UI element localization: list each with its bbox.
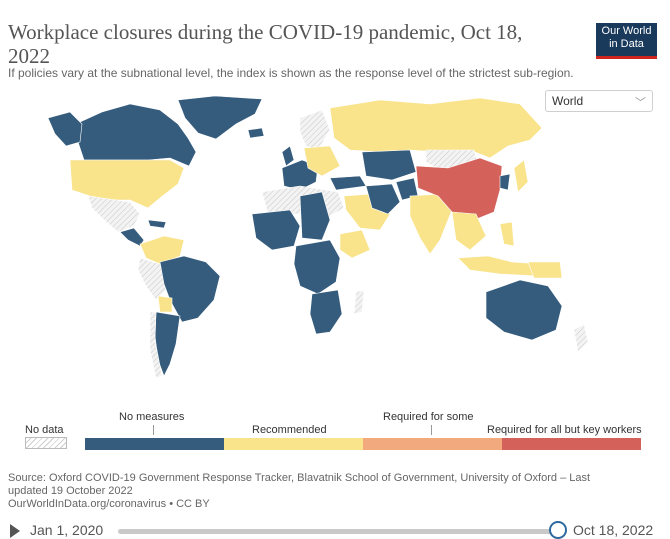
- timeline-end-date: Oct 18, 2022: [573, 522, 654, 538]
- region-indonesia[interactable]: [457, 255, 541, 277]
- world-map[interactable]: [0, 85, 670, 385]
- region-colombia-venezuela[interactable]: [139, 235, 185, 265]
- region-new-zealand[interactable]: [573, 323, 589, 353]
- region-south-africa[interactable]: [309, 289, 343, 335]
- source-line-2: updated 19 October 2022: [8, 485, 133, 497]
- region-southern-cone[interactable]: [154, 311, 181, 377]
- legend-label-no-data: No data: [25, 424, 64, 436]
- region-alaska[interactable]: [47, 111, 83, 147]
- legend-swatch-required-some[interactable]: [363, 438, 502, 450]
- chart-subtitle: If policies vary at the subnational leve…: [8, 66, 574, 80]
- logo-accent-bar: [596, 56, 657, 59]
- region-mexico[interactable]: [87, 195, 141, 233]
- legend-label-required-all: Required for all but key workers: [487, 424, 642, 436]
- region-china[interactable]: [415, 157, 503, 221]
- region-brazil[interactable]: [159, 255, 221, 323]
- legend-tick: [153, 425, 154, 435]
- region-united-states[interactable]: [69, 159, 185, 209]
- region-central-africa[interactable]: [293, 239, 341, 295]
- region-southeast-asia[interactable]: [451, 211, 487, 251]
- chart-title: Workplace closures during the COVID-19 p…: [8, 20, 523, 68]
- owid-logo[interactable]: Our World in Data: [596, 23, 657, 58]
- legend-swatch-recommended[interactable]: [224, 438, 363, 450]
- region-papua[interactable]: [527, 261, 563, 279]
- region-australia[interactable]: [485, 279, 563, 341]
- region-iceland[interactable]: [247, 127, 265, 139]
- timeline-handle[interactable]: [549, 521, 567, 539]
- region-sahel[interactable]: [299, 191, 331, 241]
- play-icon[interactable]: [10, 524, 20, 538]
- legend-label-no-measures: No measures: [119, 411, 185, 423]
- region-canada[interactable]: [77, 103, 197, 167]
- timeline-start-date: Jan 1, 2020: [30, 522, 104, 538]
- region-korea[interactable]: [499, 173, 511, 191]
- region-west-africa[interactable]: [251, 209, 301, 251]
- legend-swatch-no-data[interactable]: [25, 437, 67, 449]
- region-iran[interactable]: [365, 183, 401, 215]
- region-central-america[interactable]: [119, 227, 145, 247]
- region-uk[interactable]: [281, 145, 295, 167]
- region-select-value: World: [552, 94, 584, 108]
- legend-swatch-no-measures[interactable]: [85, 438, 224, 450]
- region-central-europe[interactable]: [303, 145, 341, 177]
- legend-label-recommended: Recommended: [252, 424, 327, 436]
- logo-line-1: Our World: [601, 25, 652, 37]
- region-madagascar[interactable]: [353, 289, 365, 315]
- region-turkey[interactable]: [329, 175, 367, 191]
- legend-tick: [431, 425, 432, 435]
- region-russia[interactable]: [329, 97, 543, 159]
- region-scandinavia[interactable]: [299, 109, 331, 151]
- chevron-down-icon: ﹀: [635, 97, 646, 109]
- timeline-track[interactable]: [118, 529, 558, 534]
- region-central-asia[interactable]: [361, 149, 417, 181]
- region-caribbean[interactable]: [147, 219, 167, 229]
- region-greenland[interactable]: [177, 95, 263, 140]
- source-line-1: Source: Oxford COVID-19 Government Respo…: [8, 472, 591, 484]
- region-peru[interactable]: [137, 257, 167, 301]
- region-chile[interactable]: [149, 311, 163, 379]
- region-select[interactable]: World ﹀: [545, 90, 653, 112]
- logo-line-2: in Data: [609, 38, 644, 50]
- region-ethiopia[interactable]: [339, 229, 371, 259]
- legend-label-required-some: Required for some: [383, 411, 474, 423]
- region-bolivia[interactable]: [157, 295, 173, 313]
- region-philippines[interactable]: [499, 221, 515, 247]
- source-line-3: OurWorldInData.org/coronavirus • CC BY: [8, 498, 210, 510]
- source-note: Source: Oxford COVID-19 Government Respo…: [8, 472, 608, 511]
- region-japan[interactable]: [513, 159, 529, 193]
- legend-swatch-required-all[interactable]: [502, 438, 641, 450]
